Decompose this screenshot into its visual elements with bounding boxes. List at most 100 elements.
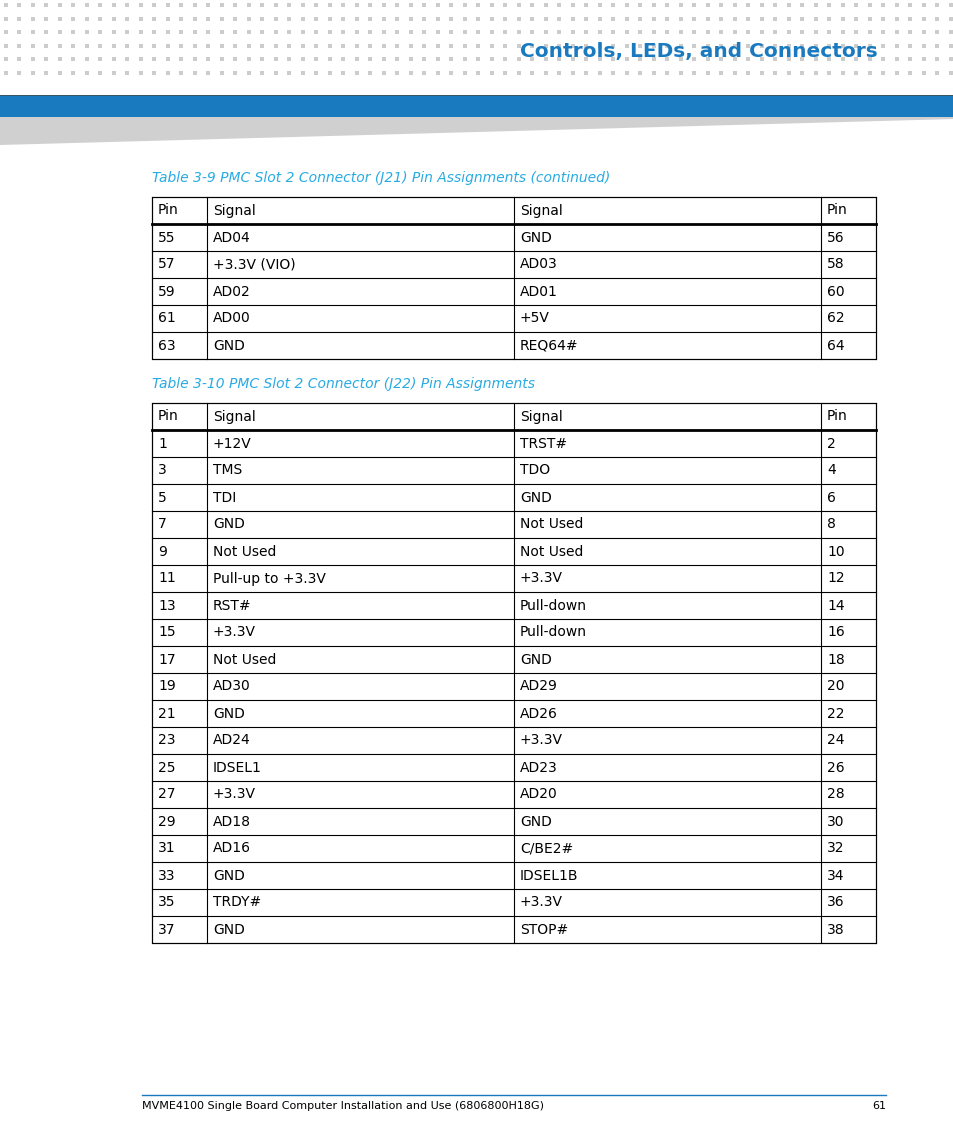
Text: 60: 60 [826, 284, 843, 299]
Text: Pull-down: Pull-down [519, 625, 586, 640]
Text: Table 3-10 PMC Slot 2 Connector (J22) Pin Assignments: Table 3-10 PMC Slot 2 Connector (J22) Pi… [152, 377, 535, 390]
Bar [0, 95, 953, 117]
Text: Pull-down: Pull-down [519, 599, 586, 613]
Text: 11: 11 [158, 571, 175, 585]
Text: 37: 37 [158, 923, 175, 937]
Text: GND: GND [519, 653, 551, 666]
Text: +3.3V: +3.3V [213, 788, 255, 802]
Text: +3.3V: +3.3V [519, 734, 562, 748]
Text: GND: GND [213, 869, 245, 883]
Polygon shape [0, 117, 953, 145]
Text: AD29: AD29 [519, 679, 558, 694]
Text: AD18: AD18 [213, 814, 251, 829]
Text: AD03: AD03 [519, 258, 558, 271]
Text: RST#: RST# [213, 599, 252, 613]
Text: 59: 59 [158, 284, 175, 299]
Text: 38: 38 [826, 923, 843, 937]
Text: 35: 35 [158, 895, 175, 909]
Text: AD20: AD20 [519, 788, 558, 802]
Text: 14: 14 [826, 599, 843, 613]
Text: 3: 3 [158, 464, 167, 477]
Text: TDI: TDI [213, 490, 236, 505]
Text: Table 3-9 PMC Slot 2 Connector (J21) Pin Assignments (continued): Table 3-9 PMC Slot 2 Connector (J21) Pin… [152, 171, 610, 185]
Text: +12V: +12V [213, 436, 252, 450]
Text: 30: 30 [826, 814, 843, 829]
Text: Not Used: Not Used [213, 653, 276, 666]
Text: 7: 7 [158, 518, 167, 531]
Text: 24: 24 [826, 734, 843, 748]
Text: 20: 20 [826, 679, 843, 694]
Text: AD24: AD24 [213, 734, 251, 748]
Text: REQ64#: REQ64# [519, 339, 578, 353]
Text: 29: 29 [158, 814, 175, 829]
Text: 34: 34 [826, 869, 843, 883]
Text: 28: 28 [826, 788, 843, 802]
Text: 17: 17 [158, 653, 175, 666]
Text: AD23: AD23 [519, 760, 558, 774]
Text: 58: 58 [826, 258, 843, 271]
Text: Signal: Signal [519, 204, 562, 218]
Text: 22: 22 [826, 706, 843, 720]
Text: 9: 9 [158, 545, 167, 559]
Text: AD02: AD02 [213, 284, 251, 299]
Text: 23: 23 [158, 734, 175, 748]
Text: +3.3V: +3.3V [519, 895, 562, 909]
Text: GND: GND [519, 490, 551, 505]
Text: 2: 2 [826, 436, 835, 450]
Text: +3.3V: +3.3V [519, 571, 562, 585]
Text: 61: 61 [158, 311, 175, 325]
Text: AD16: AD16 [213, 842, 251, 855]
Text: Pin: Pin [826, 204, 847, 218]
Text: TMS: TMS [213, 464, 242, 477]
Text: STOP#: STOP# [519, 923, 568, 937]
Text: 4: 4 [826, 464, 835, 477]
Text: 1: 1 [158, 436, 167, 450]
Text: 26: 26 [826, 760, 843, 774]
Text: 5: 5 [158, 490, 167, 505]
Text: Pin: Pin [826, 410, 847, 424]
Text: +3.3V (VIO): +3.3V (VIO) [213, 258, 295, 271]
Text: GND: GND [519, 230, 551, 245]
Text: 10: 10 [826, 545, 843, 559]
Text: 18: 18 [826, 653, 843, 666]
Text: Not Used: Not Used [213, 545, 276, 559]
Text: Pin: Pin [158, 204, 178, 218]
Text: TRST#: TRST# [519, 436, 566, 450]
Text: IDSEL1B: IDSEL1B [519, 869, 578, 883]
Text: AD30: AD30 [213, 679, 251, 694]
Text: Controls, LEDs, and Connectors: Controls, LEDs, and Connectors [519, 42, 877, 62]
Text: MVME4100 Single Board Computer Installation and Use (6806800H18G): MVME4100 Single Board Computer Installat… [142, 1101, 543, 1111]
Text: 63: 63 [158, 339, 175, 353]
Text: 62: 62 [826, 311, 843, 325]
Text: 6: 6 [826, 490, 835, 505]
Text: Signal: Signal [519, 410, 562, 424]
Text: +5V: +5V [519, 311, 549, 325]
Text: Signal: Signal [213, 204, 255, 218]
Text: 33: 33 [158, 869, 175, 883]
Text: IDSEL1: IDSEL1 [213, 760, 262, 774]
Text: 56: 56 [826, 230, 843, 245]
Text: AD01: AD01 [519, 284, 558, 299]
Text: Signal: Signal [213, 410, 255, 424]
Text: AD00: AD00 [213, 311, 251, 325]
Text: TRDY#: TRDY# [213, 895, 261, 909]
Text: GND: GND [213, 518, 245, 531]
Text: 36: 36 [826, 895, 843, 909]
Text: 31: 31 [158, 842, 175, 855]
Text: AD26: AD26 [519, 706, 558, 720]
Text: 64: 64 [826, 339, 843, 353]
Bar [152, 403, 875, 943]
Text: 25: 25 [158, 760, 175, 774]
Text: 57: 57 [158, 258, 175, 271]
Text: GND: GND [519, 814, 551, 829]
Text: GND: GND [213, 706, 245, 720]
Text: Pin: Pin [158, 410, 178, 424]
Text: GND: GND [213, 923, 245, 937]
Text: 21: 21 [158, 706, 175, 720]
Text: Not Used: Not Used [519, 518, 583, 531]
Text: +3.3V: +3.3V [213, 625, 255, 640]
Text: 61: 61 [871, 1101, 885, 1111]
Text: 12: 12 [826, 571, 843, 585]
Text: AD04: AD04 [213, 230, 251, 245]
Text: 55: 55 [158, 230, 175, 245]
